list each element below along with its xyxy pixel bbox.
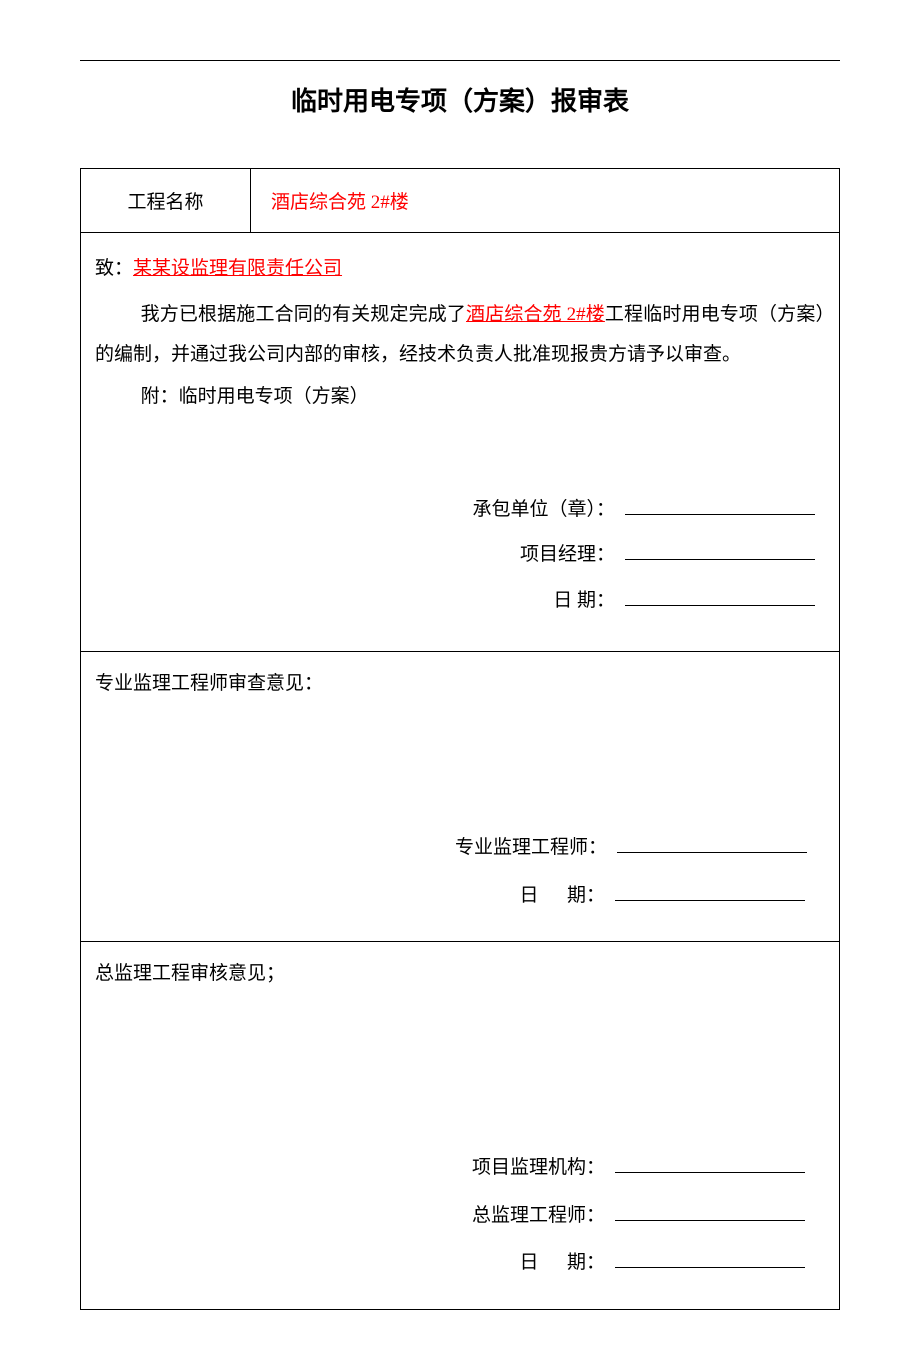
- date-line-3: 日期：: [455, 1239, 825, 1287]
- date-line-1: 日 期：: [465, 578, 825, 624]
- chief-engineer-underline: [615, 1198, 805, 1221]
- project-manager-label: 项目经理：: [465, 532, 615, 578]
- para-part1: 我方已根据施工合同的有关规定完成了: [141, 304, 466, 325]
- pro-engineer-underline: [617, 830, 807, 853]
- chief-engineer-label: 总监理工程师：: [455, 1192, 605, 1240]
- project-manager-line: 项目经理：: [465, 532, 825, 578]
- form-table: 工程名称 酒店综合苑 2#楼 致：某某设监理有限责任公司 我方已根据施工合同的有…: [80, 168, 840, 1310]
- date-label-1: 日 期：: [465, 578, 615, 624]
- document-title: 临时用电专项（方案）报审表: [80, 81, 840, 118]
- addressee-prefix: 致：: [95, 258, 133, 279]
- chief-engineer-sign-block: 项目监理机构： 总监理工程师： 日期：: [455, 1144, 825, 1287]
- project-header-row: 工程名称 酒店综合苑 2#楼: [81, 169, 840, 233]
- date-underline-2: [615, 878, 805, 901]
- pro-engineer-heading: 专业监理工程师审查意见：: [95, 664, 825, 704]
- addressee-company: 某某设监理有限责任公司: [133, 258, 342, 279]
- contractor-seal-label: 承包单位（章）：: [465, 487, 615, 533]
- pro-engineer-line: 专业监理工程师：: [455, 824, 825, 872]
- chief-engineer-section: 总监理工程审核意见； 项目监理机构： 总监理工程师： 日期：: [81, 942, 840, 1309]
- pro-engineer-sign-block: 专业监理工程师： 日期：: [455, 824, 825, 919]
- project-name-value: 酒店综合苑 2#楼: [251, 169, 840, 233]
- addressee-line: 致：某某设监理有限责任公司: [95, 249, 825, 289]
- project-name-text: 酒店综合苑 2#楼: [271, 192, 409, 213]
- pro-engineer-label: 专业监理工程师：: [455, 824, 607, 872]
- date-underline-1: [625, 583, 815, 606]
- para-highlight: 酒店综合苑 2#楼: [466, 304, 605, 325]
- date-prefix-2: 日: [519, 885, 567, 906]
- main-paragraph: 我方已根据施工合同的有关规定完成了酒店综合苑 2#楼工程临时用电专项（方案）的编…: [95, 295, 825, 375]
- contractor-seal-underline: [625, 492, 815, 515]
- chief-engineer-heading: 总监理工程审核意见；: [95, 954, 825, 994]
- supervision-org-label: 项目监理机构：: [455, 1144, 605, 1192]
- project-manager-underline: [625, 537, 815, 560]
- top-divider: [80, 60, 840, 61]
- date-prefix-3: 日: [519, 1252, 567, 1273]
- date-label-2: 日期：: [455, 872, 605, 920]
- date-underline-3: [615, 1245, 805, 1268]
- date-suffix-3: 期：: [567, 1252, 605, 1273]
- attachment-line: 附：临时用电专项（方案）: [95, 377, 825, 417]
- contractor-seal-line: 承包单位（章）：: [465, 487, 825, 533]
- date-line-2: 日期：: [455, 872, 825, 920]
- contractor-sign-block: 承包单位（章）： 项目经理： 日 期：: [465, 487, 825, 624]
- project-name-label: 工程名称: [81, 169, 251, 233]
- supervision-org-line: 项目监理机构：: [455, 1144, 825, 1192]
- body-section: 致：某某设监理有限责任公司 我方已根据施工合同的有关规定完成了酒店综合苑 2#楼…: [81, 233, 840, 652]
- pro-engineer-section: 专业监理工程师审查意见： 专业监理工程师： 日期：: [81, 652, 840, 942]
- chief-engineer-line: 总监理工程师：: [455, 1192, 825, 1240]
- date-label-3: 日期：: [455, 1239, 605, 1287]
- date-suffix-2: 期：: [567, 885, 605, 906]
- supervision-org-underline: [615, 1150, 805, 1173]
